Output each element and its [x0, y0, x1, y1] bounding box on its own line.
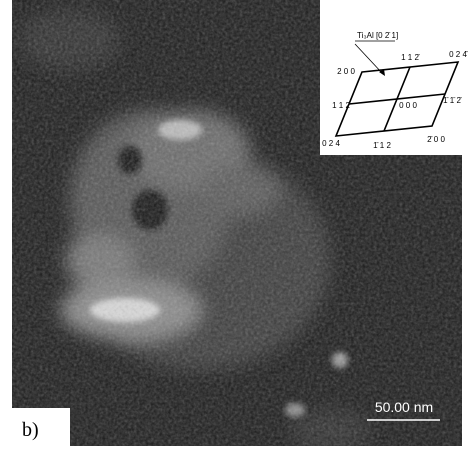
spot-label: 0 2 4̄: [449, 50, 469, 59]
page: 50.00 nm b) Ti₃Al [0 2̄ 1] 0 2 4̄ 1 1 2̄…: [0, 0, 472, 459]
spot-label: 2̄ 0 0: [427, 135, 445, 144]
scale-bar-label: 50.00 nm: [375, 399, 433, 415]
spot-label: 0 0 0: [399, 101, 417, 110]
spot-label: 1 1 2: [332, 101, 350, 110]
figure: 50.00 nm b) Ti₃Al [0 2̄ 1] 0 2 4̄ 1 1 2̄…: [0, 0, 472, 459]
spot-label: 1 1 2̄: [401, 53, 421, 62]
spot-label: 2 0 0: [337, 67, 355, 76]
panel-label: b): [22, 419, 39, 441]
spot-label: 0 2 4: [322, 139, 340, 148]
label-box: [12, 408, 70, 446]
zone-axis: Ti₃Al [0 2̄ 1]: [357, 31, 398, 40]
inset: Ti₃Al [0 2̄ 1] 0 2 4̄ 1 1 2̄ 2 0 0 1 1 2…: [320, 0, 472, 155]
spot-label: 1̄ 1̄ 2̄: [443, 96, 463, 105]
spot-label: 1̄ 1 2: [373, 141, 391, 150]
